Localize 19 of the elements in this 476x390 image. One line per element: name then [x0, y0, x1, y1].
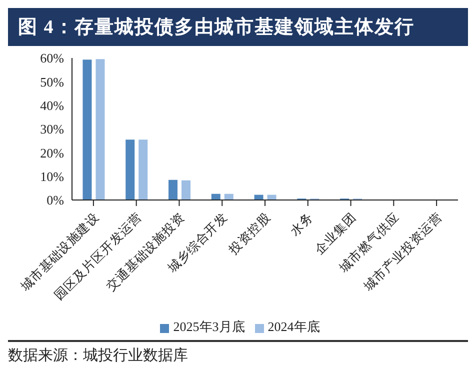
- y-tick-label: 50%: [40, 74, 64, 90]
- source-note: 数据来源：城投行业数据库: [8, 346, 189, 365]
- legend-label: 2025年3月底: [173, 319, 245, 334]
- y-tick-label: 0%: [46, 192, 64, 208]
- y-tick-label: 20%: [40, 145, 64, 160]
- legend-label: 2024年底: [268, 319, 320, 334]
- bar: [168, 180, 178, 200]
- bar: [126, 140, 135, 200]
- y-tick-label: 40%: [40, 98, 64, 113]
- bar: [138, 140, 148, 200]
- bar: [82, 60, 92, 200]
- x-tick-label: 投资控股: [226, 210, 274, 258]
- chart-title: 图 4：存量城投债多由城市基建领域主体发行: [8, 8, 468, 46]
- bar: [182, 180, 190, 200]
- bar: [96, 59, 105, 200]
- x-tick-label: 水务: [288, 210, 316, 239]
- y-tick-label: 60%: [40, 50, 64, 66]
- y-tick-label: 30%: [40, 122, 64, 137]
- y-tick-label: 10%: [40, 168, 64, 184]
